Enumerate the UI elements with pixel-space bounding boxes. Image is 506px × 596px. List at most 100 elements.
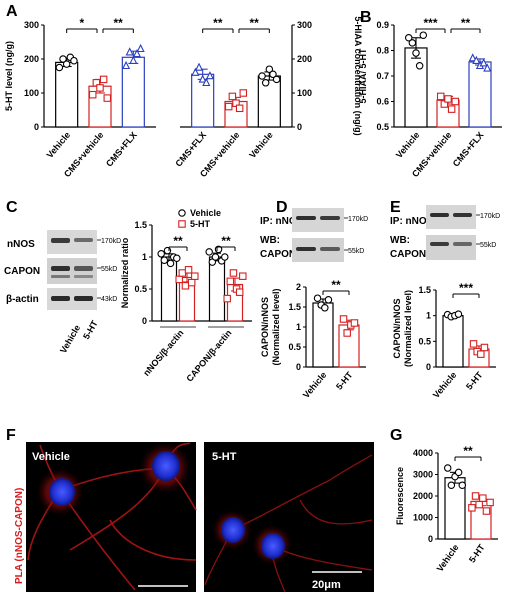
y-axis-label: Fluorescence	[395, 467, 405, 525]
data-point	[239, 89, 248, 97]
y-tick-label: 1.5	[134, 220, 147, 230]
data-point	[103, 94, 112, 102]
blot-e-band	[430, 213, 449, 217]
data-point	[132, 48, 142, 58]
data-point	[339, 315, 348, 323]
y-axis-label: 5-HIAA/ 5-HT	[358, 48, 368, 104]
data-point	[96, 84, 104, 92]
y-axis-label-line: (Normalized level)	[403, 290, 413, 367]
x-tick-label: Vehicle	[435, 542, 461, 573]
data-point	[479, 58, 488, 67]
blot-d-kd-bottom: 55kD	[348, 248, 364, 255]
blot-e-kd-top: 170kD	[480, 213, 500, 220]
y-axis-label-line: CAPON/nNOS	[392, 298, 402, 358]
y-tick-label: 0.5	[376, 122, 389, 132]
data-point	[62, 60, 71, 68]
blot-d-wb-label: WB:	[260, 235, 280, 246]
data-point	[229, 269, 238, 277]
sig-label: **	[213, 16, 223, 30]
data-point	[486, 498, 494, 507]
data-point	[324, 296, 333, 304]
data-point	[451, 97, 460, 106]
y-axis-label: Normalized ratio	[120, 237, 130, 308]
y-tick-label: 1.5	[288, 302, 301, 312]
y-tick-label: 0	[34, 122, 39, 132]
y-axis-label: CAPON/nNOS(Normalized level)	[260, 288, 281, 365]
y-tick-label: 0.8	[376, 46, 389, 56]
x-tick-label: Vehicle	[301, 370, 329, 400]
micrograph-5ht: 5-HT 20μm	[204, 442, 374, 593]
data-point	[173, 254, 181, 263]
data-point	[454, 468, 463, 477]
data-point	[269, 70, 277, 79]
blot-d-ip-label: IP: nNOS	[260, 216, 304, 227]
y-tick-label: 100	[297, 88, 312, 98]
micrograph-vehicle: Vehicle	[26, 442, 197, 592]
data-point	[261, 79, 270, 87]
data-point	[321, 304, 329, 312]
data-point	[468, 504, 476, 512]
y-tick-label: 0.5	[134, 284, 147, 294]
data-point	[415, 62, 424, 70]
blot-c-lane-vehicle: Vehicle	[58, 323, 82, 355]
blot-c-band	[74, 296, 93, 301]
blot-e-band	[453, 213, 472, 217]
data-point	[343, 329, 351, 337]
blot-c-kd-nnos: 170kD	[101, 238, 121, 245]
y-tick-label: 0.6	[376, 97, 389, 107]
western-blot-c: nNOS CAPON β-actin 170kD 55kD 43kD Vehic…	[4, 230, 121, 355]
data-point	[454, 310, 463, 318]
western-blot-d: IP: nNOS 170kD WB: CAPON 55kD	[260, 208, 368, 262]
data-point	[187, 278, 196, 287]
data-point	[211, 253, 220, 261]
sig-label: ***	[423, 16, 437, 30]
blot-e-wb-target: CAPON	[390, 249, 426, 260]
blot-d-band	[320, 247, 340, 251]
data-point	[444, 95, 452, 103]
data-point	[412, 49, 420, 57]
data-point	[447, 105, 456, 113]
data-point	[157, 250, 165, 258]
blot-c-row-label-nnos: nNOS	[7, 239, 35, 250]
x-tick-label: Vehicle	[45, 130, 73, 160]
blot-c-band	[51, 266, 70, 271]
blot-c-band	[74, 238, 93, 242]
blot-c-band	[51, 296, 70, 301]
sig-label: **	[113, 16, 123, 30]
x-tick-label: Vehicle	[394, 130, 422, 160]
legend-label: Vehicle	[190, 208, 221, 218]
y-tick-label: 1	[426, 311, 431, 321]
blot-d-wb-target: CAPON	[260, 249, 296, 260]
sig-label: *	[79, 16, 84, 30]
blot-c-row-label-capon: CAPON	[4, 266, 40, 277]
x-tick-label: CMS+FLX	[173, 130, 208, 169]
data-point	[477, 350, 485, 358]
x-tick-label: 5-HT	[467, 542, 487, 565]
panel-label-b: B	[360, 9, 372, 26]
data-point	[163, 246, 172, 255]
y-tick-label: 300	[24, 20, 39, 30]
data-point	[443, 464, 452, 472]
y-tick-label: 200	[24, 54, 39, 64]
bar	[442, 315, 464, 368]
panel-label-d: D	[276, 199, 288, 216]
chart-e: 0 0.5 1 1.5 CAPON/nNOS(Normalized level) Vehi…	[392, 281, 496, 400]
blot-c-row-label-bactin: β-actin	[6, 294, 39, 305]
x-tick-label: 5-HT	[334, 369, 355, 391]
data-point	[479, 494, 487, 502]
data-point	[191, 67, 200, 76]
data-point	[475, 500, 483, 509]
bar	[404, 47, 428, 128]
data-point	[125, 47, 134, 56]
x-tick-label: nNOS/β-actin	[141, 328, 185, 378]
blot-d-band	[320, 216, 340, 220]
data-point	[221, 253, 229, 261]
y-tick-label: 4000	[413, 448, 433, 458]
bar	[55, 61, 79, 128]
data-point	[469, 340, 478, 348]
data-point	[70, 56, 78, 65]
panel-label-f: F	[6, 427, 16, 444]
data-point	[472, 55, 481, 64]
data-point	[129, 55, 138, 64]
blot-e-ip-label: IP: nNOS	[390, 216, 434, 227]
